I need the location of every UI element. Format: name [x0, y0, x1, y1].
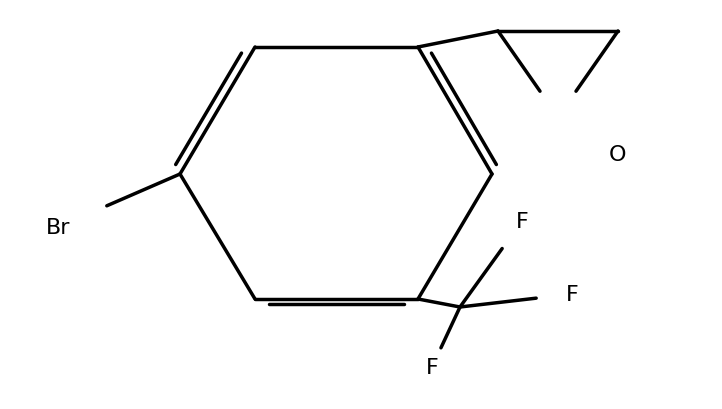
Text: O: O — [609, 145, 627, 164]
Text: F: F — [516, 211, 529, 231]
Text: F: F — [426, 357, 438, 377]
Text: Br: Br — [45, 218, 70, 237]
Text: F: F — [565, 284, 578, 304]
